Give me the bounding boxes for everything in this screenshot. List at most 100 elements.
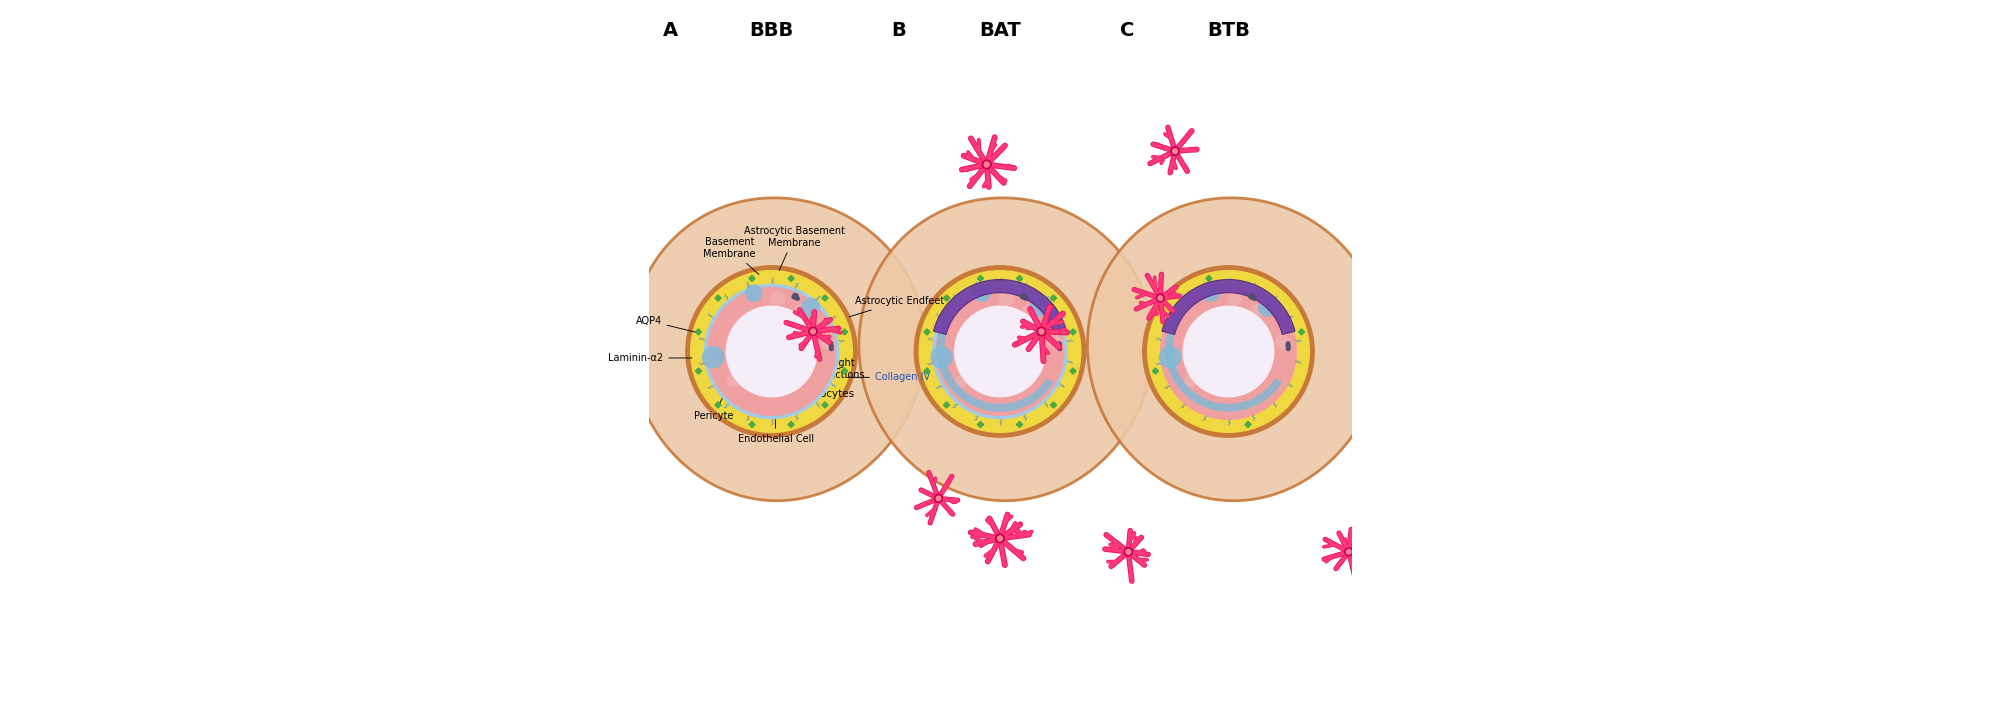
Circle shape — [1172, 149, 1178, 153]
Polygon shape — [842, 329, 848, 335]
Circle shape — [810, 329, 816, 334]
Circle shape — [1058, 345, 1062, 349]
Circle shape — [1252, 304, 1264, 317]
Circle shape — [1202, 285, 1218, 302]
Polygon shape — [716, 295, 722, 301]
Circle shape — [914, 266, 1086, 437]
Circle shape — [954, 307, 1046, 396]
Circle shape — [1286, 342, 1290, 344]
Circle shape — [830, 344, 832, 347]
Circle shape — [1228, 292, 1242, 305]
Circle shape — [830, 343, 832, 347]
Polygon shape — [788, 421, 794, 427]
Polygon shape — [858, 198, 1154, 501]
Polygon shape — [1166, 314, 1282, 412]
Circle shape — [588, 335, 594, 341]
Circle shape — [1000, 292, 1014, 305]
Circle shape — [1030, 299, 1048, 316]
Circle shape — [1346, 550, 1350, 554]
Circle shape — [1020, 295, 1024, 299]
Circle shape — [726, 307, 816, 396]
Polygon shape — [822, 402, 828, 408]
Text: Tight
Junctions: Tight Junctions — [820, 359, 864, 380]
Circle shape — [920, 271, 1080, 432]
Circle shape — [1286, 345, 1290, 349]
Text: C: C — [1120, 21, 1134, 40]
Polygon shape — [1070, 329, 1076, 335]
Circle shape — [830, 342, 832, 344]
Circle shape — [1126, 550, 1130, 554]
Circle shape — [1248, 295, 1252, 299]
Text: Astrocytic Endfeet: Astrocytic Endfeet — [850, 297, 944, 317]
Circle shape — [1372, 174, 1380, 182]
Polygon shape — [1070, 368, 1076, 374]
Polygon shape — [1016, 421, 1022, 427]
Circle shape — [1252, 294, 1254, 297]
Circle shape — [1038, 327, 1046, 336]
Circle shape — [1412, 381, 1420, 389]
Circle shape — [702, 347, 724, 368]
Circle shape — [1024, 294, 1026, 297]
Polygon shape — [1162, 280, 1296, 335]
Circle shape — [704, 285, 838, 418]
Polygon shape — [822, 295, 828, 301]
Text: Astrocytic Basement
Membrane: Astrocytic Basement Membrane — [744, 226, 844, 271]
Text: Collagen IV: Collagen IV — [848, 373, 930, 382]
Polygon shape — [1244, 421, 1252, 427]
Circle shape — [708, 288, 836, 415]
Circle shape — [974, 285, 990, 302]
Circle shape — [1250, 293, 1254, 296]
Circle shape — [1286, 343, 1290, 347]
Circle shape — [998, 536, 1002, 541]
Circle shape — [802, 299, 820, 316]
Text: Basement
Membrane: Basement Membrane — [704, 237, 758, 274]
Polygon shape — [748, 276, 756, 282]
Circle shape — [1142, 266, 1314, 437]
Circle shape — [1038, 329, 1044, 334]
Circle shape — [982, 160, 992, 169]
Polygon shape — [716, 402, 722, 408]
Polygon shape — [1152, 368, 1158, 374]
Circle shape — [1160, 283, 1296, 420]
Circle shape — [1148, 271, 1310, 432]
Polygon shape — [630, 198, 926, 501]
Circle shape — [1252, 297, 1256, 300]
Polygon shape — [978, 276, 984, 282]
Circle shape — [996, 534, 1004, 543]
Polygon shape — [1298, 329, 1304, 335]
Circle shape — [830, 347, 834, 351]
Circle shape — [794, 304, 806, 317]
Circle shape — [1058, 347, 1062, 351]
Circle shape — [794, 296, 798, 299]
Circle shape — [984, 162, 990, 167]
Circle shape — [1058, 344, 1062, 347]
Polygon shape — [1050, 402, 1056, 408]
Text: Capillary
Lumen: Capillary Lumen — [976, 341, 1024, 362]
Text: Endothelial Cell: Endothelial Cell — [738, 419, 814, 444]
Circle shape — [690, 271, 852, 432]
Polygon shape — [936, 314, 1054, 412]
Circle shape — [956, 375, 968, 387]
Circle shape — [1158, 296, 1162, 300]
Circle shape — [1344, 548, 1352, 556]
Polygon shape — [978, 421, 984, 427]
Circle shape — [1048, 335, 1060, 348]
Text: BTB: BTB — [1208, 21, 1250, 40]
Circle shape — [1058, 342, 1062, 344]
Text: Capillary
Lumen: Capillary Lumen — [748, 341, 794, 362]
Text: BAT: BAT — [980, 21, 1020, 40]
Circle shape — [1022, 293, 1024, 296]
Circle shape — [1286, 347, 1290, 351]
Polygon shape — [748, 421, 756, 427]
Polygon shape — [788, 276, 794, 282]
Polygon shape — [924, 368, 930, 374]
Text: A: A — [662, 21, 678, 40]
Polygon shape — [934, 280, 1066, 335]
Circle shape — [936, 288, 1064, 415]
Circle shape — [820, 335, 832, 348]
Circle shape — [1170, 147, 1180, 155]
Circle shape — [796, 294, 798, 297]
Circle shape — [932, 285, 1068, 418]
Polygon shape — [944, 295, 950, 301]
Circle shape — [936, 496, 940, 501]
